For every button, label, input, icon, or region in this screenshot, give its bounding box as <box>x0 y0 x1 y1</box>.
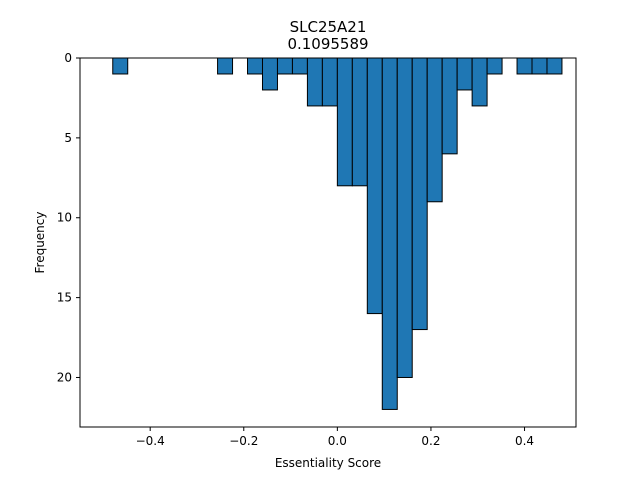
y-axis-label: Frequency <box>33 212 47 274</box>
histogram-bar <box>247 57 263 75</box>
y-tick-label: 10 <box>57 211 72 225</box>
histogram-bar <box>321 57 338 107</box>
histogram-bar <box>516 57 533 75</box>
histogram-bar <box>276 57 293 75</box>
histogram-bar <box>291 57 308 75</box>
y-tick-label: 15 <box>57 291 72 305</box>
bars-group <box>112 57 563 410</box>
histogram-bar <box>366 57 383 315</box>
x-tick-label: 0.2 <box>421 434 440 448</box>
histogram-bar <box>426 57 443 203</box>
histogram-bar <box>396 57 413 378</box>
histogram-bar <box>486 57 503 75</box>
x-tick-label: 0.4 <box>515 434 534 448</box>
histogram-bar <box>217 57 234 75</box>
histogram-bar <box>112 57 129 75</box>
chart-subtitle: 0.1095589 <box>287 35 368 53</box>
histogram-bar <box>471 57 488 107</box>
x-axis-ticks: −0.4 −0.2 0.0 0.2 0.4 <box>136 427 534 448</box>
y-tick-label: 20 <box>57 370 72 384</box>
histogram-bar <box>261 57 278 91</box>
histogram-bar <box>441 57 458 155</box>
x-tick-label: −0.2 <box>229 434 258 448</box>
histogram-bar <box>531 57 548 75</box>
x-tick-label: 0.0 <box>328 434 347 448</box>
histogram-bar <box>411 57 428 331</box>
histogram-bar <box>306 57 323 107</box>
histogram-bar <box>351 57 368 187</box>
y-tick-label: 5 <box>64 131 72 145</box>
x-axis-label: Essentiality Score <box>275 456 381 470</box>
y-axis-ticks: 0 5 10 15 20 <box>57 51 80 384</box>
x-tick-label: −0.4 <box>136 434 165 448</box>
y-tick-label: 0 <box>64 51 72 65</box>
histogram-bar <box>381 57 398 410</box>
histogram-bar <box>336 57 353 187</box>
histogram-bar <box>546 57 563 75</box>
histogram-bar <box>456 57 473 91</box>
plot-frame <box>79 57 577 428</box>
chart-title: SLC25A21 <box>290 18 367 36</box>
